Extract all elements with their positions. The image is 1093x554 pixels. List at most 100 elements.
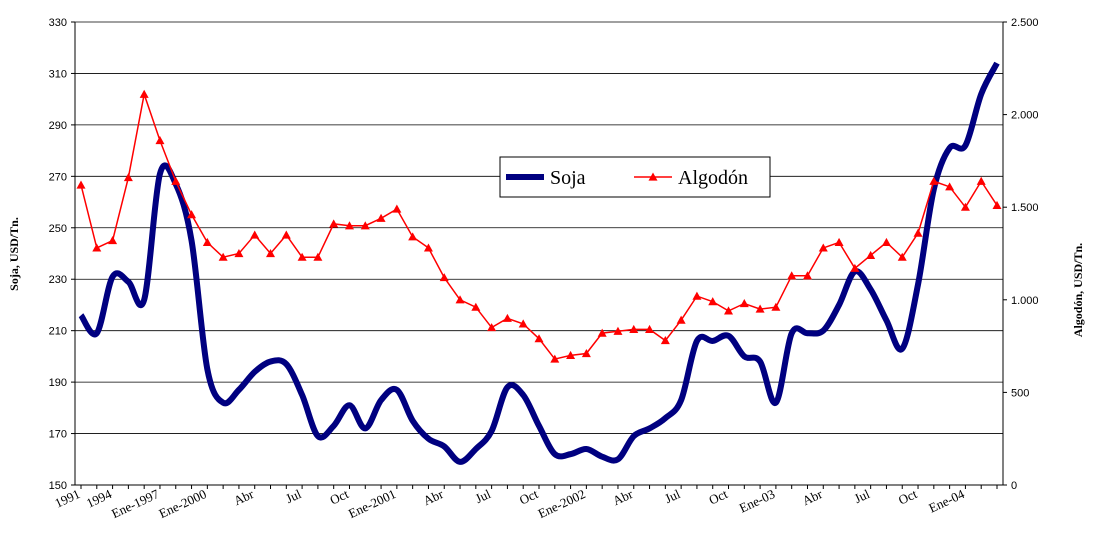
x-tick-label: Jul <box>283 486 303 506</box>
marker <box>850 263 860 272</box>
marker <box>629 324 639 334</box>
marker <box>802 271 812 280</box>
marker <box>660 336 670 345</box>
y-tick-label: 270 <box>49 171 67 183</box>
marker <box>755 304 765 313</box>
x-tick-label: Ene-03 <box>737 486 777 515</box>
marker <box>155 136 165 145</box>
marker <box>566 350 576 359</box>
y2-tick-label: 500 <box>1011 387 1029 399</box>
marker <box>834 237 844 246</box>
marker <box>976 176 986 185</box>
marker <box>518 319 528 328</box>
marker <box>881 237 891 246</box>
marker <box>139 89 149 98</box>
marker <box>945 182 955 191</box>
marker <box>739 299 749 308</box>
x-tick-label: Oct <box>706 486 730 508</box>
marker <box>439 273 449 282</box>
y-tick-label: 310 <box>49 68 67 80</box>
marker <box>645 324 655 334</box>
x-tick-label: Abr <box>610 486 635 508</box>
marker <box>787 271 797 280</box>
marker <box>913 228 923 237</box>
marker <box>218 252 228 261</box>
marker <box>329 219 339 228</box>
y2-tick-label: 0 <box>1011 480 1017 492</box>
y-tick-label: 330 <box>49 17 67 29</box>
marker <box>297 252 307 261</box>
marker <box>597 328 607 337</box>
legend-label: Algodón <box>678 167 748 189</box>
marker <box>408 232 418 241</box>
marker <box>360 221 370 230</box>
x-tick-label: Oct <box>517 486 541 508</box>
marker <box>550 354 560 363</box>
legend-label: Soja <box>550 167 586 189</box>
y2-axis-title: Algodón, USD/Tn. <box>1071 243 1085 337</box>
y-tick-label: 210 <box>49 326 67 338</box>
marker <box>266 249 276 258</box>
marker <box>613 326 623 335</box>
marker <box>897 252 907 261</box>
y2-tick-label: 1.000 <box>1011 295 1039 307</box>
marker <box>866 250 876 259</box>
y2-tick-label: 1.500 <box>1011 202 1039 214</box>
marker <box>960 202 970 211</box>
marker <box>234 249 244 258</box>
marker <box>376 213 386 222</box>
x-tick-label: Ene-04 <box>926 486 967 516</box>
marker <box>708 297 718 306</box>
x-tick-label: Abr <box>231 486 256 508</box>
marker <box>581 349 591 358</box>
marker <box>108 236 118 245</box>
y-tick-label: 190 <box>49 377 67 389</box>
x-tick-label: Jul <box>662 486 682 506</box>
marker <box>676 315 686 324</box>
y-tick-label: 290 <box>49 120 67 132</box>
marker <box>313 252 323 261</box>
marker <box>502 313 512 322</box>
marker <box>534 334 544 343</box>
marker <box>487 323 497 332</box>
marker <box>423 243 433 252</box>
y-tick-label: 230 <box>49 274 67 286</box>
x-tick-label: Ene-2001 <box>346 486 398 521</box>
y-axis-title: Soja, USD/Tn. <box>7 217 21 291</box>
marker <box>724 306 734 315</box>
y2-tick-label: 2.000 <box>1011 110 1039 122</box>
x-tick-label: Jul <box>852 486 872 506</box>
marker <box>76 180 86 189</box>
marker <box>281 230 291 239</box>
x-tick-label: Ene-2000 <box>156 486 208 521</box>
marker <box>250 230 260 239</box>
series-line <box>78 61 1000 465</box>
x-tick-label: Jul <box>473 486 493 506</box>
marker <box>202 237 212 246</box>
x-tick-label: Oct <box>896 486 920 508</box>
marker <box>929 176 939 185</box>
y-tick-label: 150 <box>49 480 67 492</box>
y-tick-label: 250 <box>49 223 67 235</box>
x-tick-label: Abr <box>800 486 825 508</box>
marker <box>392 204 402 213</box>
y-tick-label: 170 <box>49 429 67 441</box>
marker <box>455 295 465 304</box>
x-tick-label: Ene-1997 <box>109 486 162 521</box>
marker <box>471 302 481 311</box>
x-tick-label: Ene-2002 <box>535 486 587 521</box>
marker <box>818 243 828 252</box>
marker <box>992 200 1002 209</box>
marker <box>123 173 133 182</box>
x-tick-label: Abr <box>421 486 446 508</box>
legend-marker <box>648 172 658 181</box>
marker <box>692 291 702 300</box>
x-tick-label: Oct <box>327 486 351 508</box>
y2-tick-label: 2.500 <box>1011 17 1039 29</box>
marker <box>771 302 781 311</box>
marker <box>171 176 181 185</box>
marker <box>92 243 102 252</box>
series-line <box>80 91 998 360</box>
marker <box>187 210 197 219</box>
